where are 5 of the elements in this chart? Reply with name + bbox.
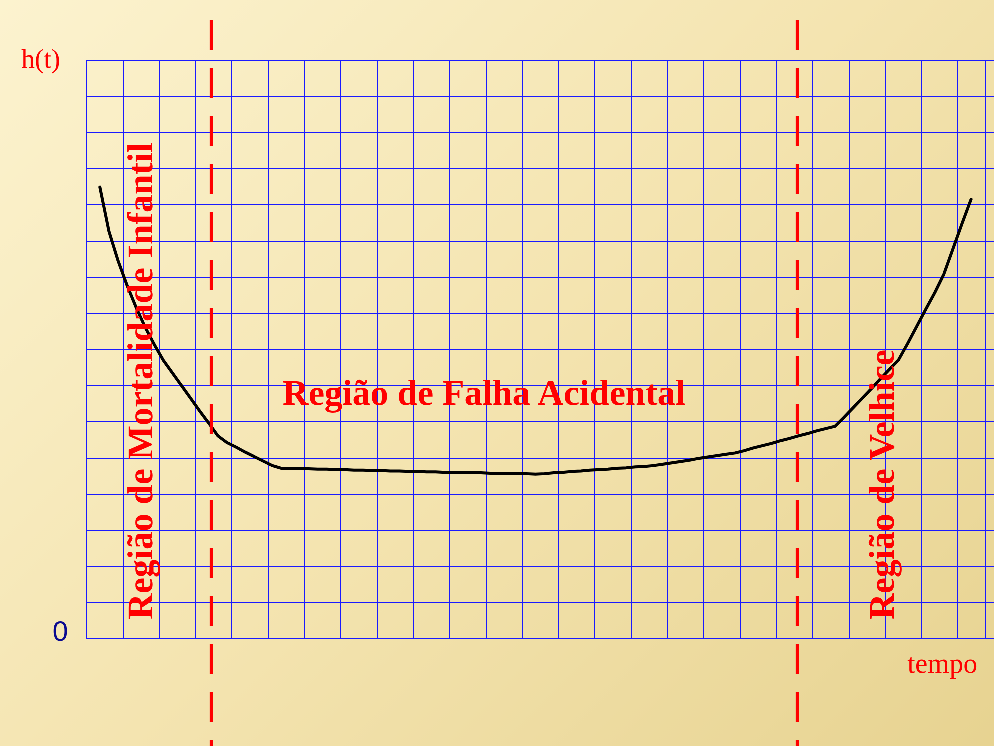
annotation: Região de Mortalidade Infantil — [120, 142, 160, 620]
annotation: Região de Velhice — [862, 350, 902, 620]
x-axis-title: tempo — [908, 649, 978, 680]
y-axis-title: h(t) — [22, 44, 60, 74]
text: 0 — [52, 616, 68, 648]
